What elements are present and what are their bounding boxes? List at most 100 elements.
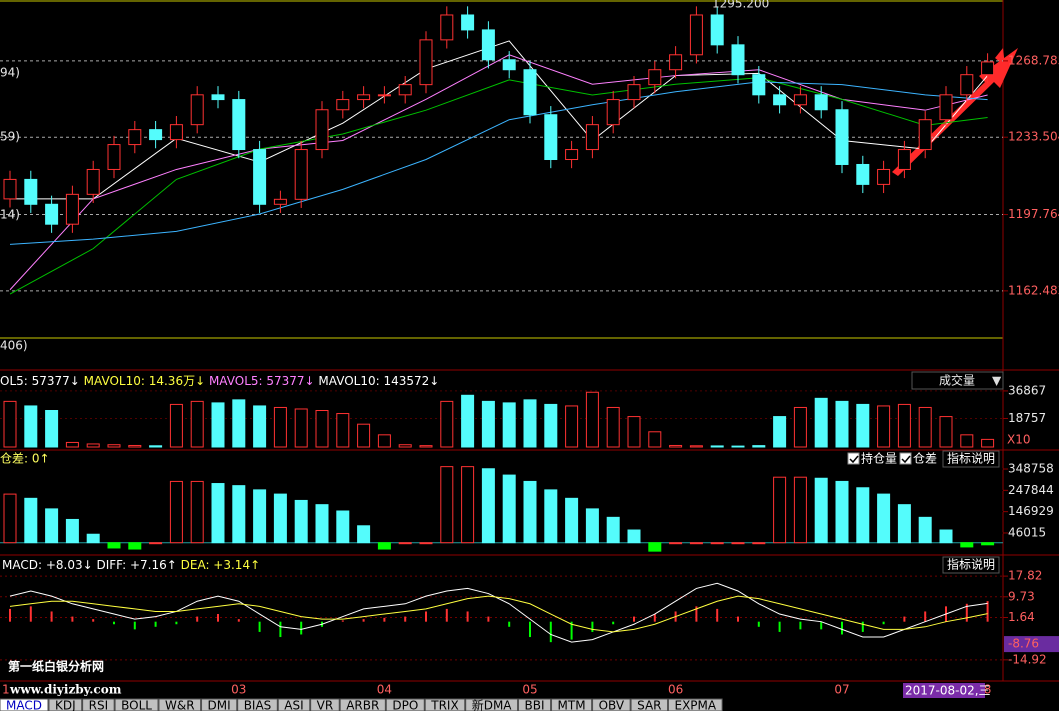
macd-legend: MACD: +8.03↓ DIFF: +7.16↑ DEA: +3.14↑ [2, 558, 260, 572]
tab-bg[interactable] [48, 698, 83, 711]
tab-bg[interactable] [518, 698, 552, 711]
tab[interactable]: BBI [518, 698, 552, 711]
volume-bar [253, 405, 267, 448]
tab-label[interactable]: MACD [6, 699, 42, 711]
candle-body [710, 14, 724, 46]
candle-body [336, 99, 350, 111]
tab[interactable]: DMI [201, 698, 238, 711]
tab[interactable]: KDJ [48, 698, 83, 711]
tab[interactable]: DPO [385, 698, 425, 711]
volume-bar [481, 400, 495, 448]
tab-bg[interactable] [114, 698, 159, 711]
selector[interactable]: 成交量 [939, 373, 975, 388]
tab-bg[interactable] [424, 698, 466, 711]
tab[interactable]: W&R [158, 698, 202, 711]
tab-bg[interactable] [82, 698, 115, 711]
tab-bg[interactable] [158, 698, 202, 711]
button-label[interactable]: 指标说明 [947, 451, 995, 466]
tab-bg[interactable] [592, 698, 631, 711]
tab-label[interactable]: OBV [599, 699, 625, 711]
candle-body [481, 29, 495, 61]
checkbox[interactable] [899, 452, 912, 465]
diff-line [9, 582, 988, 643]
volume-bar [315, 410, 329, 448]
button[interactable] [942, 556, 1000, 574]
tab[interactable]: 新DMA [465, 698, 519, 711]
candle-body [65, 193, 79, 225]
tab-bg[interactable] [551, 698, 593, 711]
tab-bg[interactable] [237, 698, 278, 711]
tab[interactable]: MTM [551, 698, 593, 711]
candle-body [211, 94, 225, 101]
candle-body [689, 14, 703, 56]
tab-label[interactable]: BOLL [121, 699, 152, 711]
y-tick-label: 348758 [1008, 462, 1054, 476]
tab[interactable]: EXPMA [668, 698, 723, 711]
candle-body [793, 94, 807, 106]
tab[interactable]: VR [310, 698, 340, 711]
candle-body [169, 124, 183, 141]
oi-bar [232, 485, 246, 544]
tab[interactable]: MACD [0, 698, 49, 711]
tab-label[interactable]: KDJ [55, 699, 76, 711]
volume-bar [565, 405, 579, 448]
tab-label[interactable]: VR [317, 699, 334, 711]
oi-bar [45, 508, 59, 544]
tab[interactable]: BOLL [114, 698, 159, 711]
y-tick-label: 1162.483 [1008, 283, 1059, 297]
tab[interactable]: ARBR [339, 698, 386, 711]
tab-label[interactable]: W&R [165, 699, 195, 711]
candle-body [752, 74, 766, 96]
volume-bar [773, 416, 787, 448]
tab-label[interactable]: BIAS [244, 699, 272, 711]
tab[interactable]: TRIX [424, 698, 466, 711]
tab-label[interactable]: EXPMA [675, 699, 717, 711]
tab-bg[interactable] [277, 698, 311, 711]
tab-label[interactable]: DPO [392, 699, 418, 711]
tab[interactable]: SAR [630, 698, 668, 711]
tab[interactable]: OBV [592, 698, 631, 711]
tab-label[interactable]: TRIX [430, 699, 458, 711]
tab-bg[interactable] [339, 698, 386, 711]
tab-bg[interactable] [465, 698, 519, 711]
oi-bar [169, 480, 183, 544]
x-tick-label: 06 [668, 683, 683, 697]
y-tick-label: 247844 [1008, 483, 1054, 497]
candle-body [377, 94, 391, 97]
oi-bar [357, 525, 371, 544]
tab-label[interactable]: 新DMA [472, 698, 513, 711]
button[interactable] [942, 450, 1000, 468]
tab-label[interactable]: MTM [558, 699, 586, 711]
checkbox[interactable] [847, 452, 860, 465]
tab-bg[interactable] [630, 698, 668, 711]
dropdown[interactable] [911, 371, 1004, 390]
tab-label[interactable]: ASI [284, 699, 303, 711]
check [849, 455, 859, 464]
volume-bar [3, 400, 17, 448]
tab-label[interactable]: DMI [208, 699, 231, 711]
tab-label[interactable]: ARBR [346, 699, 379, 711]
candle-body [461, 14, 475, 31]
tab-bg[interactable] [385, 698, 425, 711]
check-label: 持仓量 [861, 451, 897, 466]
tab-label[interactable]: SAR [637, 699, 661, 711]
oi-bar [814, 477, 828, 544]
oi-bar [523, 480, 537, 544]
tab-bg[interactable] [310, 698, 340, 711]
dropdown-arrow: ▼ [992, 374, 1002, 388]
volume-bar [918, 406, 932, 448]
tab[interactable]: ASI [277, 698, 311, 711]
y-tick-label: 9.73 [1008, 589, 1035, 603]
candle-body [648, 69, 662, 86]
tab[interactable]: RSI [82, 698, 115, 711]
candle-body [294, 149, 308, 200]
volume-bar [669, 444, 683, 448]
tab-bg[interactable] [201, 698, 238, 711]
button-label[interactable]: 指标说明 [947, 557, 995, 572]
tab-bg[interactable] [668, 698, 723, 711]
tab-label[interactable]: BBI [525, 699, 545, 711]
tab-label[interactable]: RSI [89, 699, 109, 711]
tab[interactable]: BIAS [237, 698, 278, 711]
tab-bg[interactable] [0, 698, 49, 711]
legend-item: DIFF: +7.16↑ [93, 558, 177, 572]
